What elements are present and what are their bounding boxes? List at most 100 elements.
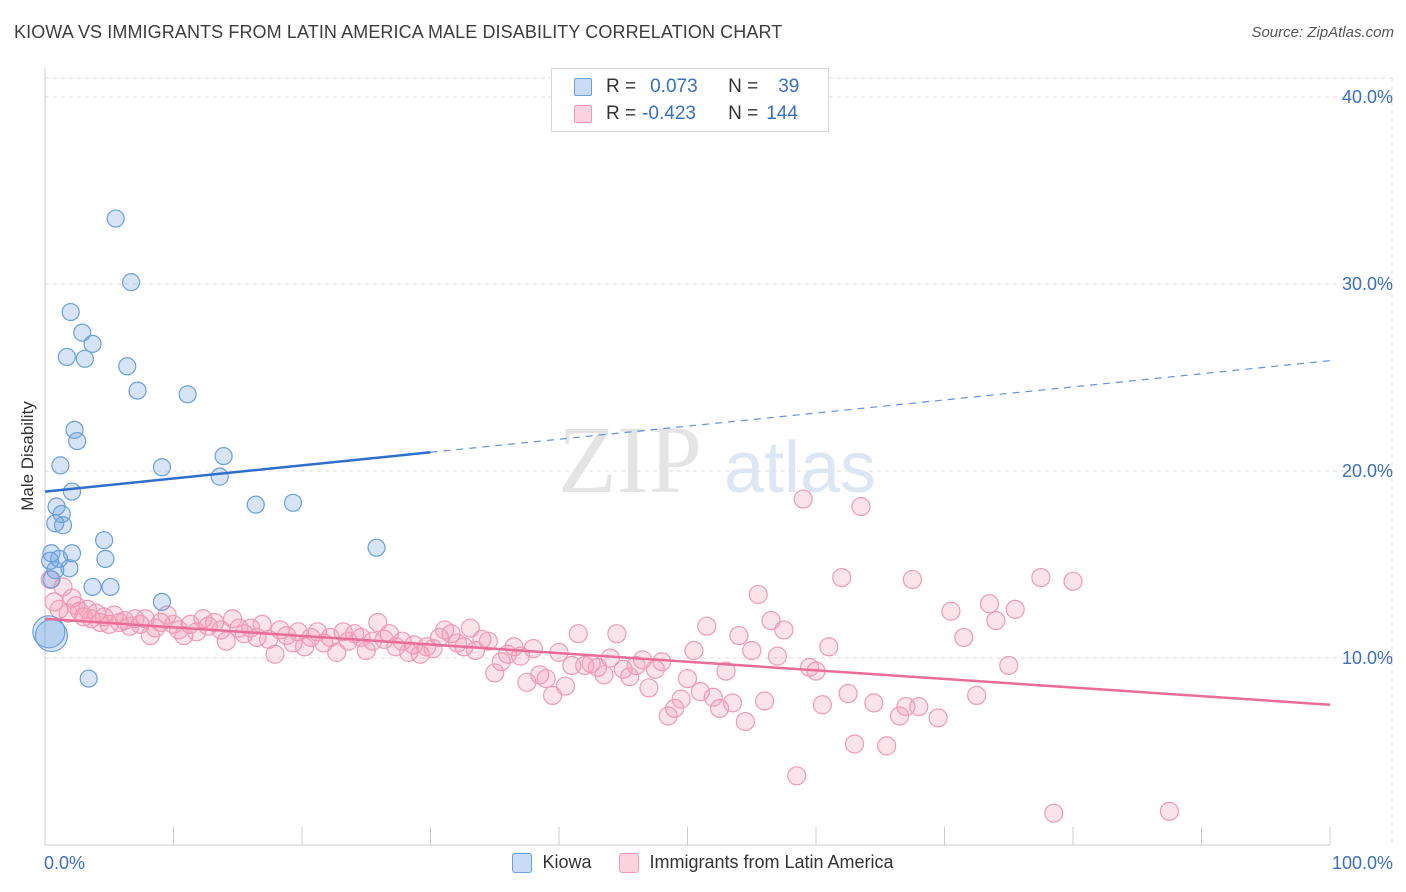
latin-point: [265, 644, 285, 664]
latin-point: [928, 708, 948, 728]
kiowa-point: [60, 559, 79, 578]
latin-point: [889, 706, 910, 726]
legend-row-kiowa: R = 0.073 N = 39: [574, 75, 799, 99]
latin-point: [999, 655, 1019, 676]
latin-point: [294, 637, 315, 657]
kiowa-point: [79, 669, 98, 688]
latin-point: [205, 612, 225, 633]
latin-point: [652, 652, 672, 672]
kiowa-point: [121, 273, 141, 292]
latin-america-series: [40, 489, 1179, 823]
latin-point: [677, 668, 698, 689]
kiowa-point: [214, 446, 233, 466]
y-tick-label: 20.0%: [1342, 461, 1393, 481]
kiowa-point: [178, 385, 197, 404]
latin-point: [742, 640, 762, 661]
legend-row-latin: R = -0.423 N = 144: [574, 102, 798, 126]
latin-point: [967, 685, 987, 706]
kiowa-point: [106, 209, 125, 228]
kiowa-point: [75, 349, 94, 368]
kiowa-point: [101, 577, 120, 597]
latin-point: [145, 618, 166, 638]
latin-point: [223, 609, 243, 629]
latin-point: [716, 661, 736, 681]
latin-point: [851, 496, 871, 517]
latin-point: [979, 594, 1000, 614]
kiowa-point: [68, 431, 87, 451]
y-tick-label: 40.0%: [1342, 87, 1393, 107]
kiowa-point: [210, 467, 229, 486]
latin-point: [368, 612, 388, 633]
kiowa-point: [83, 334, 102, 353]
kiowa-point: [83, 577, 102, 597]
latin-point: [902, 569, 922, 590]
kiowa-point: [62, 482, 82, 501]
kiowa-point: [42, 570, 61, 589]
latin-point: [877, 736, 897, 756]
latin-point: [1044, 803, 1064, 823]
latin-point: [338, 631, 358, 651]
kiowa-trend-line: [44, 451, 431, 493]
latin-point: [844, 734, 865, 754]
latin-trend-line: [44, 617, 1331, 706]
latin-point: [665, 698, 685, 719]
latin-point: [819, 637, 839, 657]
kiowa-series: [32, 209, 386, 688]
x-tick-label: 100.0%: [1332, 853, 1393, 873]
latin-point: [607, 624, 627, 644]
latin-point: [787, 766, 807, 786]
kiowa-point: [65, 420, 84, 439]
latin-point: [909, 697, 929, 717]
trend-lines: [44, 360, 1331, 706]
watermark-zip: ZIP: [558, 406, 702, 513]
watermark: ZIP atlas: [558, 406, 876, 513]
latin-point: [684, 640, 704, 661]
latin-point: [536, 668, 556, 689]
legend-r-label: R =: [606, 103, 637, 124]
latin-point: [774, 620, 794, 640]
kiowa-point: [50, 549, 69, 568]
legend-item-latin: Immigrants from Latin America: [619, 852, 894, 873]
latin-point: [542, 685, 563, 706]
y-tick-label: 10.0%: [1342, 648, 1393, 668]
latin-point: [1159, 801, 1179, 821]
kiowa-point: [61, 302, 80, 322]
kiowa-point: [96, 549, 115, 568]
latin-point: [941, 601, 961, 621]
latin-point: [812, 695, 833, 715]
latin-point: [216, 631, 236, 651]
legend-item-kiowa: Kiowa: [512, 852, 591, 873]
latin-point: [754, 691, 775, 711]
latin-point: [356, 640, 376, 661]
latin-point: [838, 683, 858, 704]
tick-labels: 10.0% 20.0% 30.0% 40.0% 0.0% 100.0%: [44, 87, 1393, 873]
kiowa-point: [34, 618, 69, 653]
legend-swatch-latin: [619, 852, 640, 873]
latin-point: [523, 639, 543, 659]
latin-point: [620, 667, 640, 687]
kiowa-point: [53, 516, 73, 535]
legend-n-value: 144: [766, 103, 798, 124]
latin-point: [767, 646, 788, 666]
legend-swatch-kiowa: [574, 78, 592, 96]
latin-point: [1005, 599, 1025, 619]
watermark-atlas: atlas: [724, 428, 876, 508]
kiowa-point: [152, 592, 172, 612]
latin-point: [327, 642, 347, 662]
latin-point: [1031, 567, 1051, 588]
latin-point: [639, 678, 659, 698]
kiowa-point: [283, 493, 303, 512]
latin-point: [658, 706, 678, 726]
kiowa-point: [367, 538, 386, 557]
latin-point: [729, 625, 749, 646]
latin-point: [555, 676, 576, 696]
latin-point: [703, 687, 723, 707]
legend-r-value: -0.423: [642, 103, 696, 124]
kiowa-point: [57, 347, 76, 367]
legend-r-label: R =: [606, 76, 637, 97]
latin-point: [761, 610, 781, 631]
latin-point: [174, 625, 194, 646]
latin-point: [697, 616, 717, 636]
latin-point: [283, 633, 303, 653]
